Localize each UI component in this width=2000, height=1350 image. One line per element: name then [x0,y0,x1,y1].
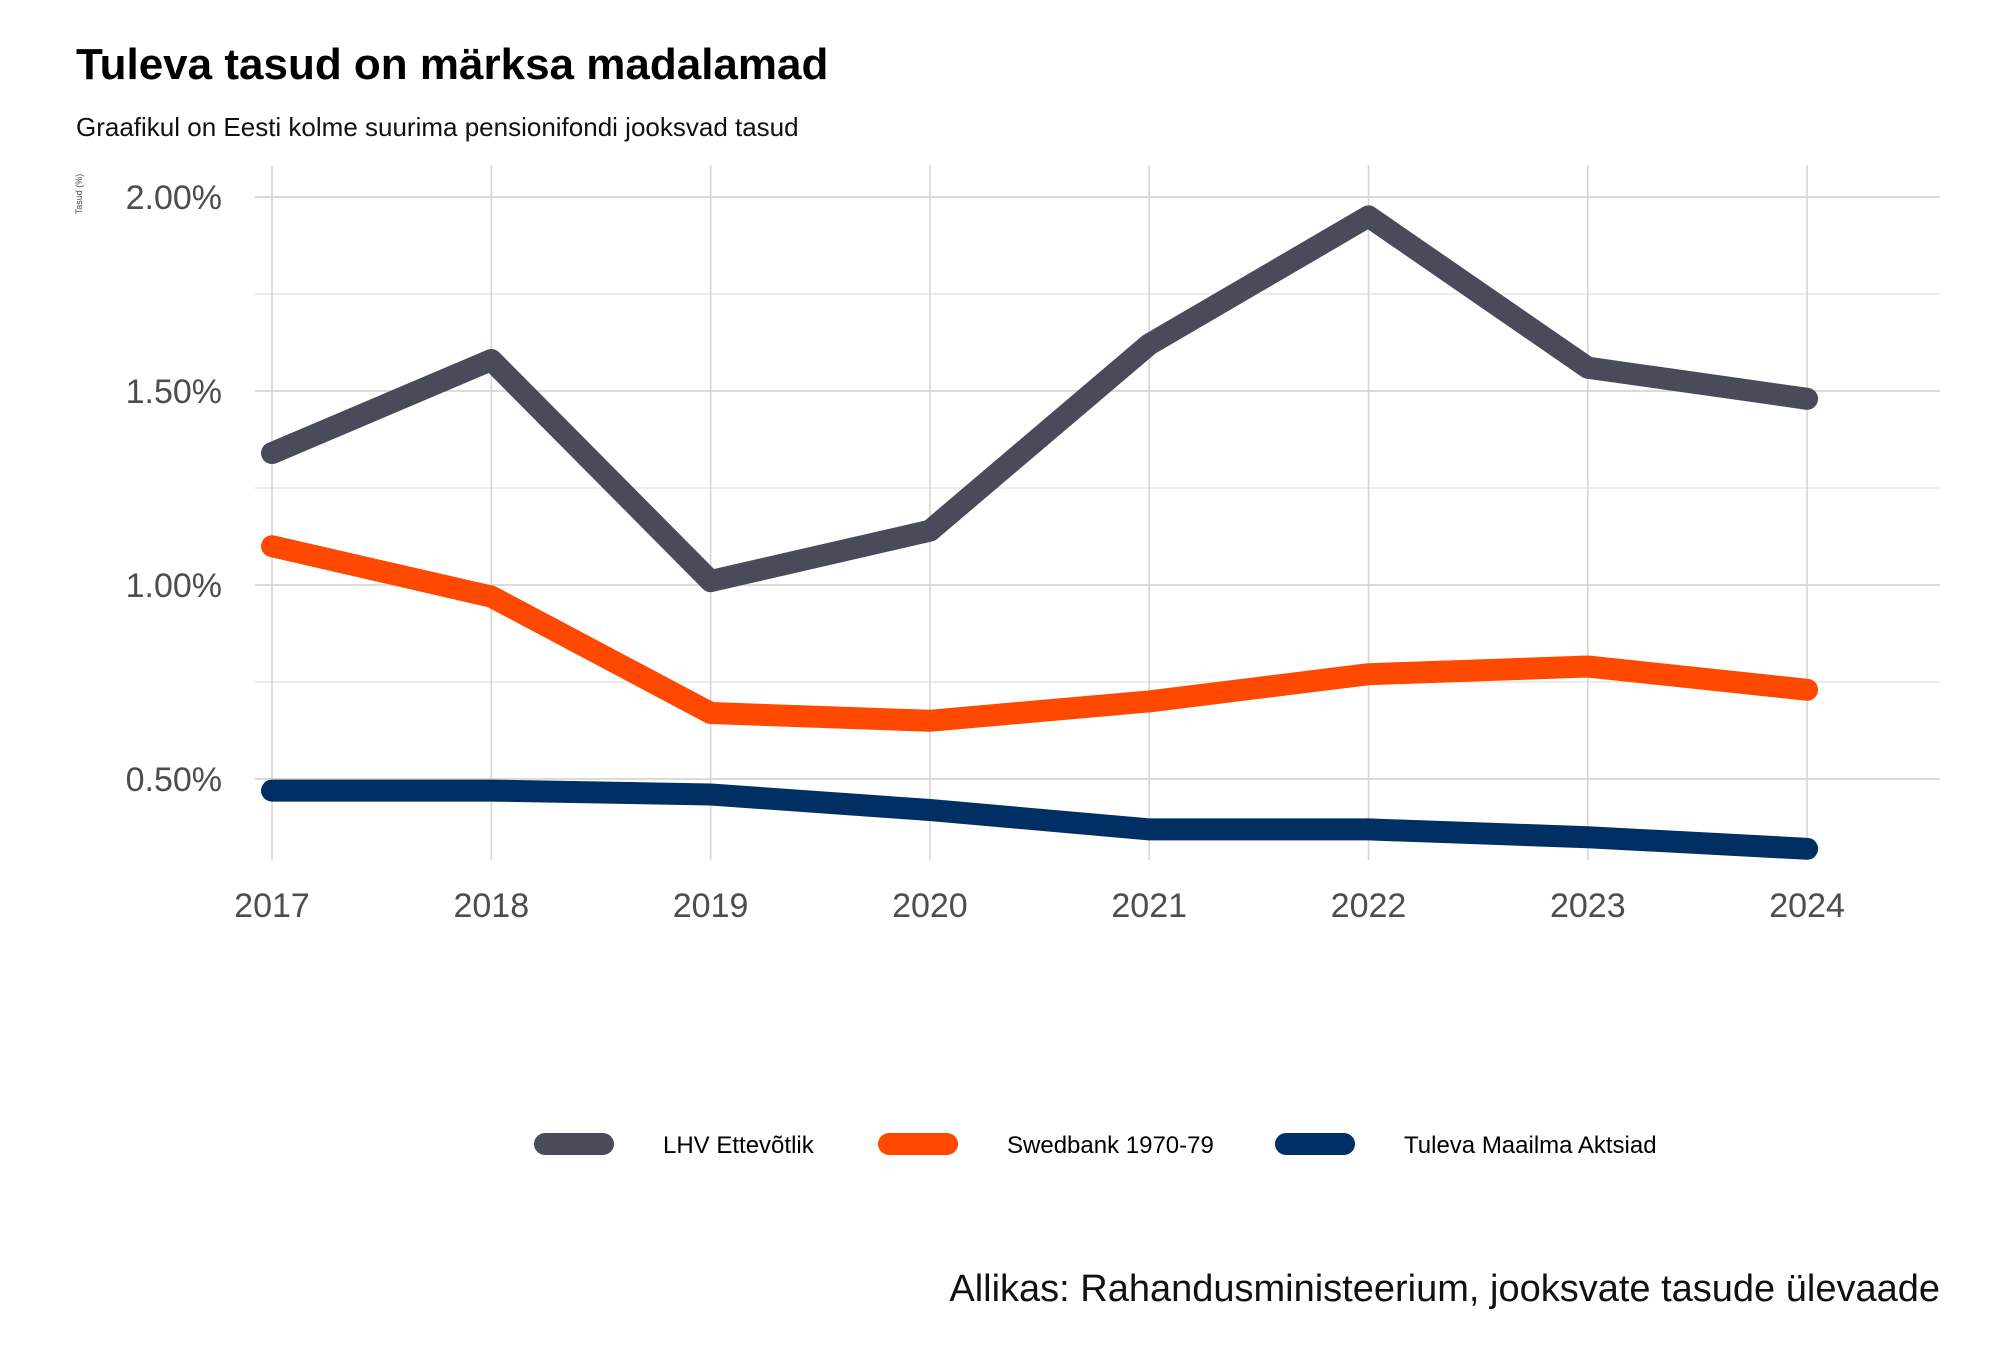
legend-label: LHV Ettevõtlik [663,1132,815,1159]
source-note: Allikas: Rahandusministeerium, jooksvate… [949,1268,1940,1310]
series-line [261,779,1819,860]
x-tick-label: 2019 [673,887,749,925]
x-tick-label: 2021 [1111,887,1187,925]
x-tick-label: 2024 [1769,887,1845,925]
x-axis-ticks: 2017 2018 2019 2020 2021 2022 2023 2024 [234,887,1845,925]
y-tick-label: 0.50% [126,761,222,799]
y-axis-label: Tasud (%) [74,174,84,215]
x-tick-label: 2017 [234,887,310,925]
x-tick-label: 2022 [1331,887,1407,925]
x-tick-label: 2023 [1550,887,1626,925]
legend: LHV Ettevõtlik Swedbank 1970-79 Tuleva Maa… [534,1132,1657,1159]
y-axis-ticks: 0.50% 1.00% 1.50% 2.00% [126,179,222,799]
legend-label: Tuleva Maailma Aktsiad [1404,1132,1657,1159]
legend-label: Swedbank 1970-79 [1007,1132,1214,1159]
series-line [261,535,1819,732]
x-tick-label: 2018 [453,887,529,925]
chart-title: Tuleva tasud on märksa madalamad [76,40,829,89]
series-line [261,205,1819,593]
y-tick-label: 1.00% [126,567,222,605]
chart-subtitle: Graafikul on Eesti kolme suurima pension… [76,112,799,142]
grid [255,165,1940,860]
x-tick-label: 2020 [892,887,968,925]
y-tick-label: 1.50% [126,373,222,411]
series-lines [261,205,1819,860]
y-tick-label: 2.00% [126,179,222,217]
